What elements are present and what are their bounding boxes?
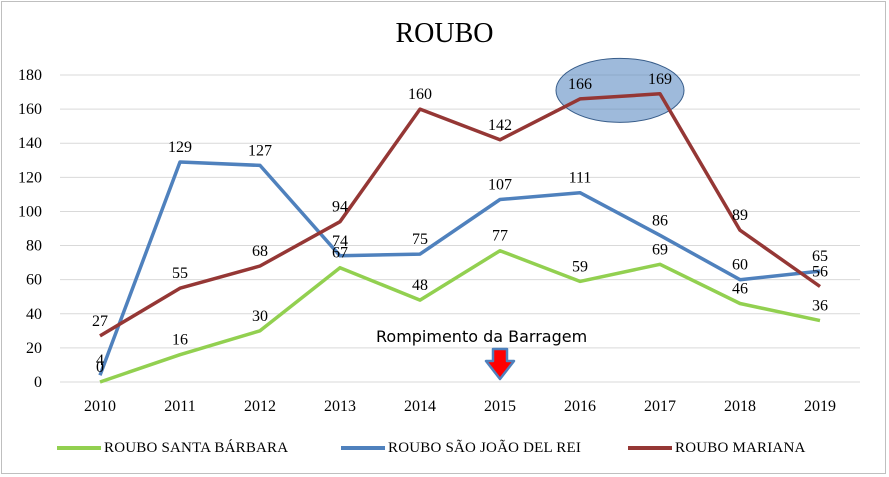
data-label: 127 [248,142,272,159]
data-label: 111 [569,170,592,187]
legend: ROUBO SANTA BÁRBARA ROUBO SÃO JOÃO DEL RE… [0,436,889,460]
series-line [98,160,821,376]
y-tick-label: 60 [26,272,42,289]
data-label: 166 [568,76,592,93]
y-tick-label: 40 [26,306,42,323]
data-label: 77 [492,228,508,245]
chart-title: ROUBO [395,18,494,49]
data-label: 160 [408,86,432,103]
legend-swatch [57,446,101,450]
data-label: 74 [332,233,348,250]
data-label: 169 [648,71,672,88]
y-tick-label: 140 [18,135,42,152]
gridlines [60,74,860,383]
data-label: 46 [732,281,748,298]
y-tick-label: 180 [18,67,42,84]
data-label: 16 [172,332,188,349]
data-label: 48 [412,277,428,294]
x-tick-label: 2011 [164,398,195,415]
data-label: 129 [168,139,192,156]
x-tick-label: 2014 [404,398,436,415]
x-tick-label: 2012 [244,398,276,415]
data-label: 94 [332,199,348,216]
data-label: 107 [488,177,512,194]
legend-swatch [341,446,385,450]
legend-label: ROUBO SÃO JOÃO DEL REI [388,439,582,456]
y-tick-label: 120 [18,169,42,186]
data-label: 89 [732,207,748,224]
data-labels: 0 16 30 67 48 77 59 69 46 36 4 129 127 74 75 107 111 86 60… [92,71,828,376]
data-label: 75 [412,231,428,248]
legend-label: ROUBO MARIANA [675,439,806,456]
x-tick-label: 2019 [804,398,836,415]
legend-item: ROUBO MARIANA [628,436,806,460]
legend-item: ROUBO SÃO JOÃO DEL REI [341,436,581,460]
data-label: 142 [488,117,512,134]
legend-item: ROUBO SANTA BÁRBARA [57,436,288,460]
series-lines [98,92,822,384]
data-label: 69 [652,241,668,258]
data-label: 56 [812,263,828,280]
data-label: 27 [92,313,108,330]
x-tick-label: 2016 [564,398,596,415]
series-line [99,92,822,338]
y-tick-label: 160 [18,101,42,118]
data-label: 65 [812,248,828,265]
dam-rupture-annotation: Rompimento da Barragem [376,327,588,346]
data-label: 86 [652,212,668,229]
series-line [99,248,821,384]
highlight-ellipse-layer [555,57,685,123]
arrow-down-icon [484,347,516,381]
y-axis-tick-labels: 0 20 40 60 80 100 120 140 160 180 [18,67,42,391]
arrow-down-icon [484,347,516,381]
data-label: 36 [812,298,828,315]
data-label: 60 [732,257,748,274]
data-label: 55 [172,265,188,282]
highlight-ellipse [555,57,685,123]
x-tick-label: 2013 [324,398,356,415]
x-tick-label: 2017 [644,398,676,415]
legend-label: ROUBO SANTA BÁRBARA [104,439,289,456]
x-tick-label: 2018 [724,398,756,415]
y-tick-label: 0 [34,374,42,391]
data-label: 59 [572,258,588,275]
x-tick-label: 2010 [84,398,116,415]
y-tick-label: 20 [26,340,42,357]
data-label: 67 [332,245,348,262]
data-label: 0 [96,359,104,376]
data-label: 30 [252,308,268,325]
data-label: 4 [96,352,104,369]
x-axis-tick-labels: 2010 2011 2012 2013 2014 2015 2016 2017 2018 2019 [84,398,836,415]
x-tick-label: 2015 [484,398,516,415]
y-tick-label: 80 [26,238,42,255]
y-tick-label: 100 [18,203,42,220]
legend-swatch [628,446,672,450]
data-label: 68 [252,243,268,260]
